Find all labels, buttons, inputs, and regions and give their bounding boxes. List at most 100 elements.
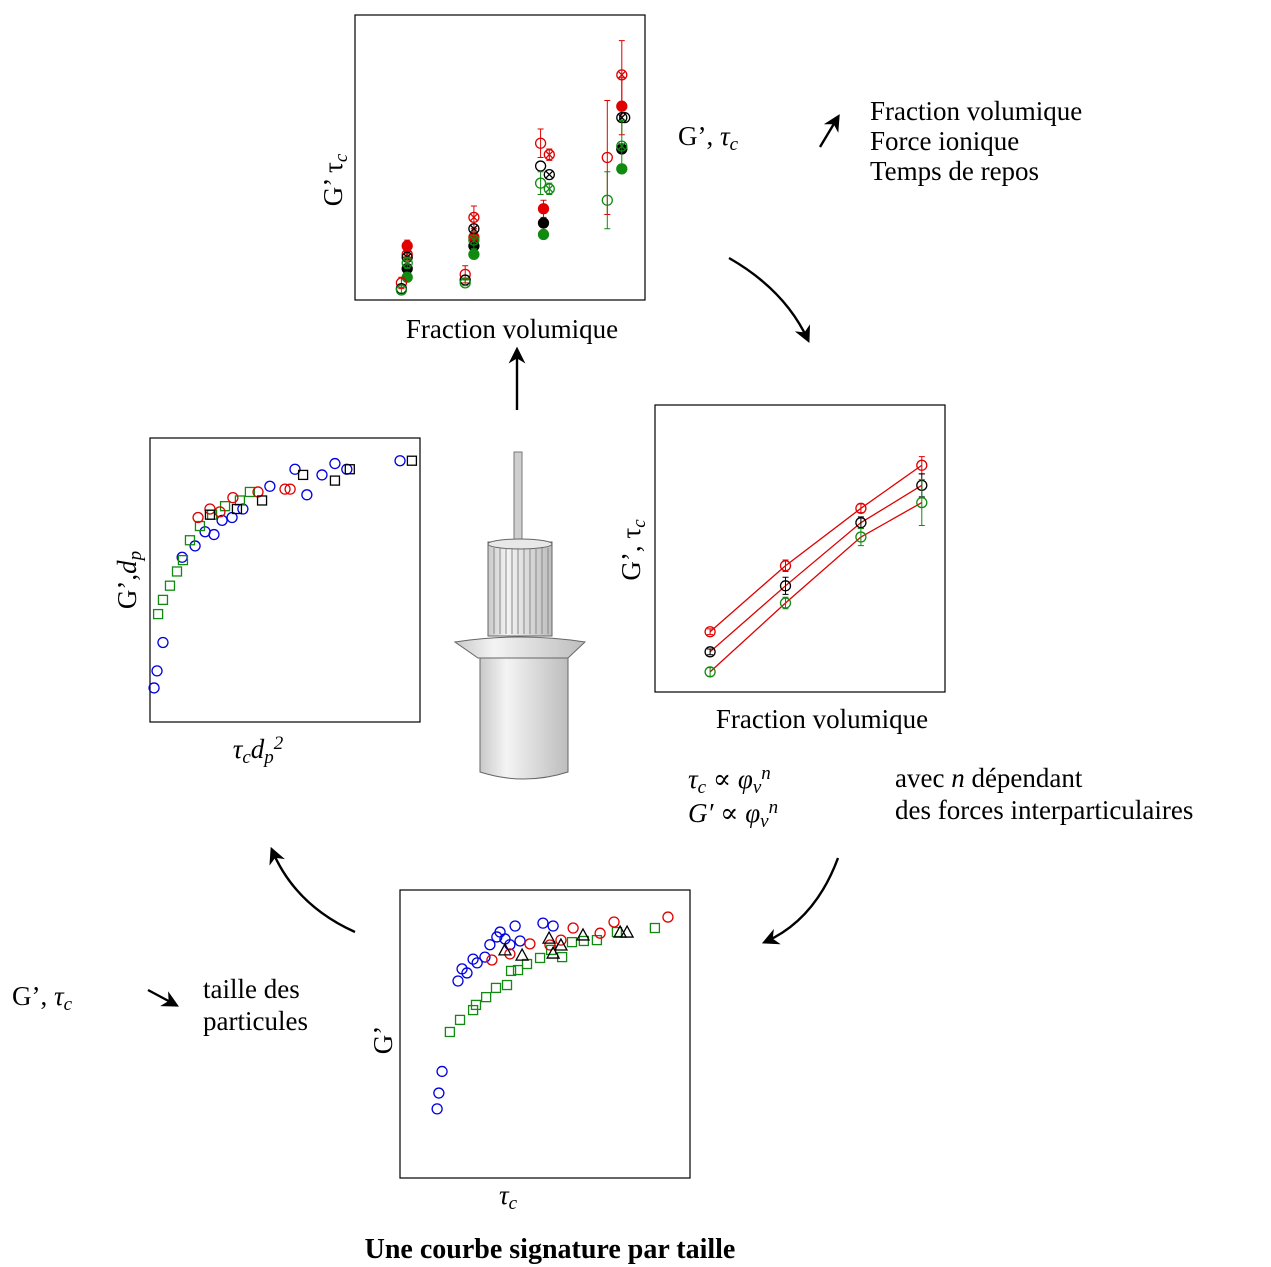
text-part: τ — [233, 734, 244, 764]
result: particules — [203, 1006, 308, 1036]
text-part: G’, — [12, 981, 54, 1011]
point — [514, 935, 526, 947]
point — [537, 917, 549, 929]
point-ring — [543, 148, 555, 161]
y-axis-label: G’,dp — [112, 551, 146, 609]
point — [231, 503, 243, 515]
point — [491, 931, 503, 943]
point — [855, 502, 867, 514]
text-part: 2 — [274, 733, 284, 754]
text-part: G’, — [112, 574, 142, 609]
point — [547, 920, 559, 932]
error-bar — [918, 456, 925, 475]
text-part: d — [251, 734, 265, 764]
point — [468, 234, 480, 246]
point — [329, 475, 341, 486]
point — [484, 939, 496, 951]
point — [543, 148, 555, 161]
text-part: G’, τ — [616, 528, 646, 581]
point — [649, 922, 661, 934]
text-part: c — [509, 1193, 518, 1214]
text-part: G′ — [688, 798, 714, 828]
point — [452, 975, 464, 987]
error-bar — [398, 286, 405, 294]
text-part: n — [769, 797, 779, 818]
plot-frame — [399, 889, 691, 1179]
text-part: G’, — [678, 121, 720, 151]
point — [401, 257, 413, 269]
y-axis-label: G’ τc — [318, 153, 352, 206]
error-bar — [707, 628, 714, 636]
point — [505, 965, 517, 977]
point — [509, 920, 521, 932]
point — [148, 682, 160, 694]
point-cross — [469, 213, 478, 222]
point — [566, 936, 578, 948]
point — [704, 626, 716, 638]
fit-line — [709, 464, 923, 633]
point — [467, 1004, 479, 1016]
point — [208, 528, 220, 541]
text-part: n — [761, 763, 771, 784]
point — [470, 999, 482, 1011]
point — [514, 947, 530, 961]
text-part: Fraction volumique — [406, 314, 618, 344]
text-part: τ — [688, 764, 699, 794]
point — [534, 177, 547, 189]
text-part: v — [753, 777, 762, 798]
point-cross — [545, 170, 554, 179]
text-part: des forces interparticulaires — [895, 795, 1193, 825]
text-part: avec — [895, 763, 951, 793]
point-ring — [616, 69, 628, 81]
error-bar — [857, 503, 864, 514]
point — [578, 935, 590, 947]
point-cross — [545, 184, 554, 193]
text-part: Fraction volumique — [716, 704, 928, 734]
point — [555, 934, 567, 946]
point — [264, 480, 276, 492]
error-bar — [782, 596, 789, 610]
point — [486, 954, 498, 966]
cycle-arrow — [761, 857, 840, 945]
point — [227, 491, 239, 504]
point — [575, 927, 591, 941]
small-arrow — [818, 114, 840, 148]
text-part: p — [125, 551, 146, 563]
error-bar — [462, 279, 469, 287]
x-axis-label: Fraction volumique — [716, 704, 928, 734]
caption: Une courbe signature par taille — [365, 1234, 736, 1265]
point — [459, 268, 471, 281]
point-cross — [617, 113, 626, 122]
text-part: ∝ — [713, 798, 745, 828]
rheometer — [453, 451, 587, 780]
point — [480, 991, 492, 1003]
text-part: G’ — [368, 1026, 398, 1055]
point — [594, 927, 606, 939]
point — [284, 483, 296, 495]
equation: G′ ∝ φvn — [688, 797, 778, 831]
point — [316, 469, 328, 481]
point — [151, 665, 163, 677]
point-cross — [469, 236, 478, 245]
point — [279, 483, 291, 495]
point — [546, 945, 561, 959]
point — [152, 608, 164, 620]
point — [601, 194, 613, 206]
point-cross — [403, 250, 412, 259]
point — [541, 930, 557, 944]
point — [534, 160, 547, 172]
text-part: c — [698, 777, 707, 798]
text-part: dépendant — [965, 763, 1083, 793]
relation-note: des forces interparticulaires — [895, 795, 1193, 825]
error-bar — [918, 479, 925, 527]
point — [916, 496, 928, 509]
point — [619, 924, 635, 938]
point — [467, 953, 479, 965]
point — [504, 948, 516, 960]
error-bar — [537, 171, 544, 196]
point — [459, 277, 471, 289]
point-ring — [543, 168, 555, 181]
cycle-arrow — [728, 256, 811, 344]
point-ring — [543, 183, 555, 195]
text-part: φ — [738, 764, 753, 794]
